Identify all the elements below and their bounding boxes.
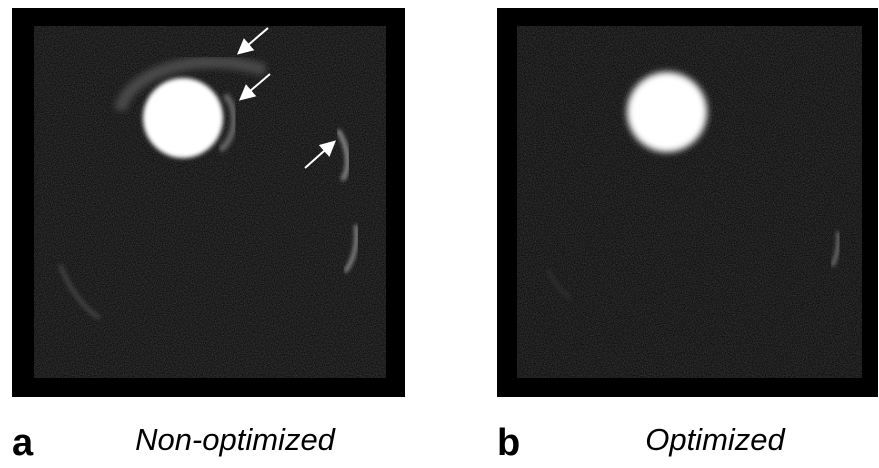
image-b — [497, 8, 878, 397]
figure: a Non-optimized b Optimized — [0, 0, 879, 468]
panel-caption: Non-optimized — [135, 422, 337, 457]
panel-letter: a — [12, 422, 34, 464]
image-a — [12, 8, 405, 397]
panel-letter: b — [497, 422, 520, 464]
panel-caption: Optimized — [645, 422, 786, 457]
